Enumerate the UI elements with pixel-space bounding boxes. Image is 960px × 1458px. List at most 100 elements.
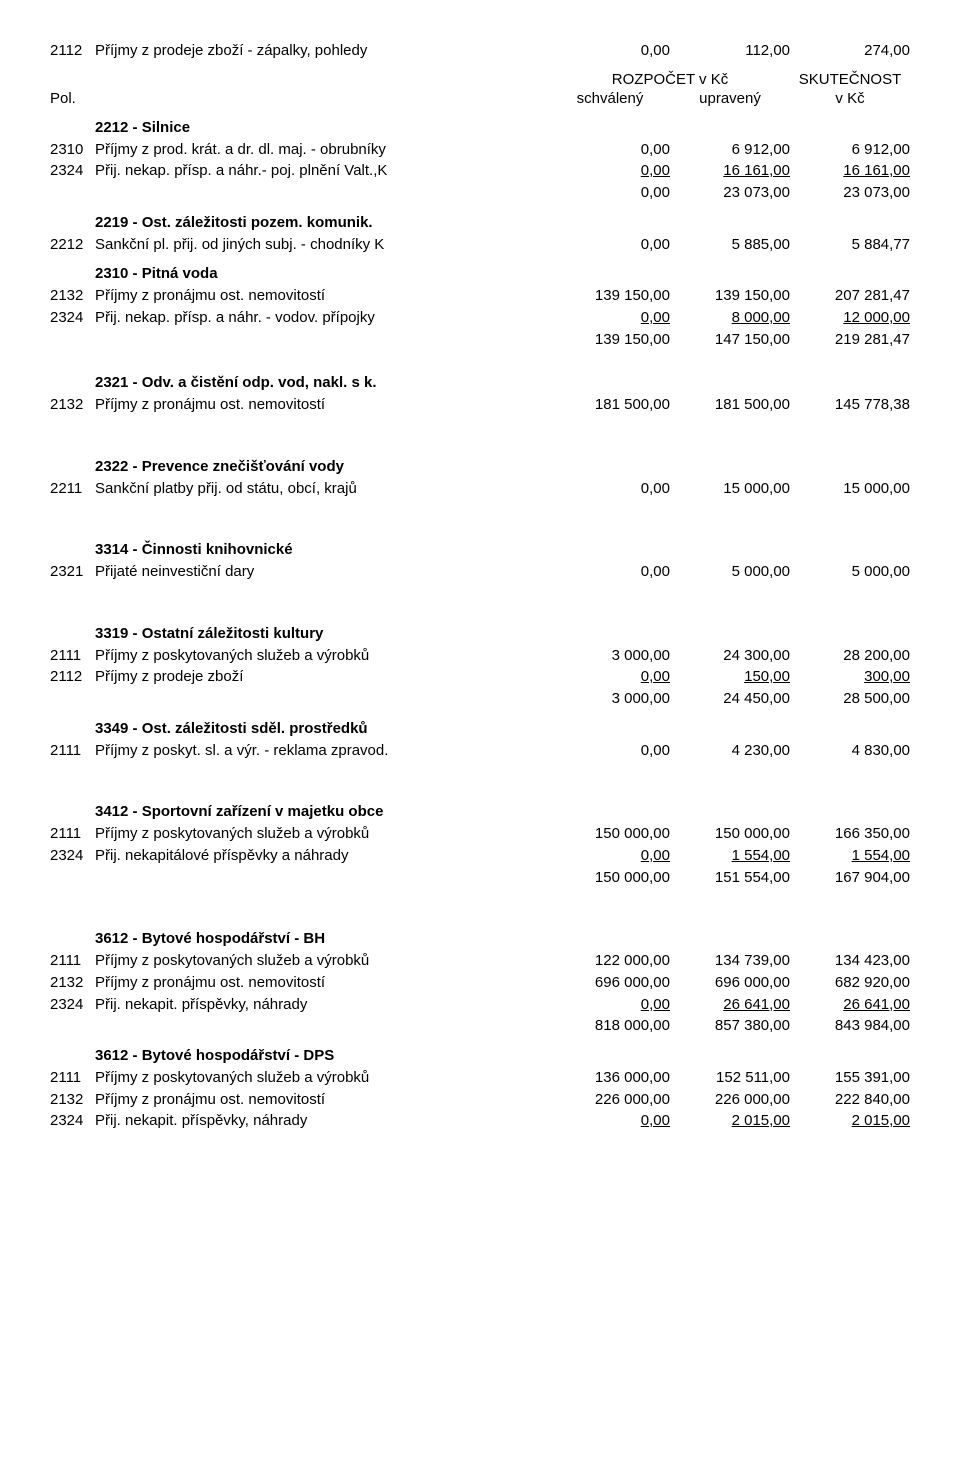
col-upraveny: 8 000,00 [670,307,790,329]
item-code: 2211 [50,478,95,500]
col-schvaleny: 0,00 [550,1110,670,1132]
header-vkc: v Kč [790,89,910,109]
table-subheader: Pol. schválený upravený v Kč [50,89,910,109]
col-skutecnost: 1 554,00 [790,845,910,867]
subtotal-row: 0,00 23 073,00 23 073,00 [50,182,910,204]
col-upraveny: 181 500,00 [670,394,790,416]
table-row: 2310 Příjmy z prod. krát. a dr. dl. maj.… [50,139,910,161]
item-code: 2324 [50,994,95,1016]
col-upraveny: 147 150,00 [670,329,790,351]
table-row: 2111 Příjmy z poskytovaných služeb a výr… [50,823,910,845]
section-2212: 2212 - Silnice [50,117,910,139]
col-skutecnost: 5 884,77 [790,234,910,256]
col-schvaleny: 0,00 [550,182,670,204]
table-row: 2111 Příjmy z poskytovaných služeb a výr… [50,1067,910,1089]
subtotal-row: 150 000,00 151 554,00 167 904,00 [50,867,910,889]
col-schvaleny: 3 000,00 [550,645,670,667]
col-upraveny: 1 554,00 [670,845,790,867]
col-schvaleny: 0,00 [550,561,670,583]
item-desc: Příjmy z pronájmu ost. nemovitostí [95,285,550,307]
col-schvaleny: 139 150,00 [550,285,670,307]
table-row: 2111 Příjmy z poskytovaných služeb a výr… [50,950,910,972]
col-schvaleny: 0,00 [550,234,670,256]
col-schvaleny: 0,00 [550,994,670,1016]
item-code: 2112 [50,666,95,688]
col-schvaleny: 0,00 [550,666,670,688]
item-desc: Přij. nekap. přísp. a náhr.- poj. plnění… [95,160,550,182]
col-skutecnost: 222 840,00 [790,1089,910,1111]
col-upraveny: 6 912,00 [670,139,790,161]
item-desc: Příjmy z poskyt. sl. a výr. - reklama zp… [95,740,550,762]
col-skutecnost: 207 281,47 [790,285,910,307]
col-upraveny: 134 739,00 [670,950,790,972]
col-upraveny: 24 300,00 [670,645,790,667]
col-upraveny: 24 450,00 [670,688,790,710]
col-upraveny: 696 000,00 [670,972,790,994]
col-skutecnost: 2 015,00 [790,1110,910,1132]
item-desc: Přij. nekapit. příspěvky, náhrady [95,1110,550,1132]
table-row: 2132 Příjmy z pronájmu ost. nemovitostí … [50,285,910,307]
section-3612-bh: 3612 - Bytové hospodářství - BH [50,928,910,950]
item-desc: Příjmy z poskytovaných služeb a výrobků [95,823,550,845]
item-desc: Příjmy z prod. krát. a dr. dl. maj. - ob… [95,139,550,161]
col-upraveny: 226 000,00 [670,1089,790,1111]
table-row: 2132 Příjmy z pronájmu ost. nemovitostí … [50,1089,910,1111]
section-title: 2212 - Silnice [95,117,190,139]
col-schvaleny: 0,00 [550,139,670,161]
table-row: 2111 Příjmy z poskyt. sl. a výr. - rekla… [50,740,910,762]
table-row: 2212 Sankční pl. přij. od jiných subj. -… [50,234,910,256]
section-2322: 2322 - Prevence znečišťování vody [50,456,910,478]
col-skutecnost: 23 073,00 [790,182,910,204]
table-header: ROZPOČET v Kč SKUTEČNOST [50,70,910,90]
col-skutecnost: 16 161,00 [790,160,910,182]
section-2219: 2219 - Ost. záležitosti pozem. komunik. [50,212,910,234]
section-2321: 2321 - Odv. a čistění odp. vod, nakl. s … [50,372,910,394]
item-desc: Přij. nekap. přísp. a náhr. - vodov. pří… [95,307,550,329]
col-skutecnost: 274,00 [790,40,910,62]
table-row: 2324 Přij. nekapit. příspěvky, náhrady 0… [50,994,910,1016]
col-upraveny: 15 000,00 [670,478,790,500]
col-skutecnost: 300,00 [790,666,910,688]
section-title: 2310 - Pitná voda [95,263,218,285]
item-code: 2132 [50,285,95,307]
item-code: 2112 [50,40,95,62]
col-schvaleny: 150 000,00 [550,823,670,845]
section-title: 2321 - Odv. a čistění odp. vod, nakl. s … [95,372,376,394]
section-3349: 3349 - Ost. záležitosti sděl. prostředků [50,718,910,740]
col-schvaleny: 150 000,00 [550,867,670,889]
col-schvaleny: 696 000,00 [550,972,670,994]
col-upraveny: 5 885,00 [670,234,790,256]
section-3412: 3412 - Sportovní zařízení v majetku obce [50,801,910,823]
subtotal-row: 818 000,00 857 380,00 843 984,00 [50,1015,910,1037]
section-title: 3314 - Činnosti knihovnické [95,539,293,561]
col-skutecnost: 167 904,00 [790,867,910,889]
item-desc: Příjmy z poskytovaných služeb a výrobků [95,1067,550,1089]
item-code: 2111 [50,950,95,972]
col-schvaleny: 226 000,00 [550,1089,670,1111]
item-desc: Příjmy z poskytovaných služeb a výrobků [95,950,550,972]
col-skutecnost: 5 000,00 [790,561,910,583]
col-upraveny: 2 015,00 [670,1110,790,1132]
col-schvaleny: 0,00 [550,478,670,500]
col-skutecnost: 843 984,00 [790,1015,910,1037]
header-upraveny: upravený [670,89,790,109]
item-code: 2324 [50,160,95,182]
item-code: 2132 [50,1089,95,1111]
item-code: 2212 [50,234,95,256]
col-upraveny: 4 230,00 [670,740,790,762]
section-title: 3612 - Bytové hospodářství - DPS [95,1045,334,1067]
section-title: 2219 - Ost. záležitosti pozem. komunik. [95,212,373,234]
table-row: 2211 Sankční platby přij. od státu, obcí… [50,478,910,500]
col-schvaleny: 818 000,00 [550,1015,670,1037]
table-row: 2112 Příjmy z prodeje zboží 0,00 150,00 … [50,666,910,688]
line-2112-top: 2112 Příjmy z prodeje zboží - zápalky, p… [50,40,910,62]
col-schvaleny: 0,00 [550,845,670,867]
col-schvaleny: 0,00 [550,40,670,62]
table-row: 2321 Přijaté neinvestiční dary 0,00 5 00… [50,561,910,583]
col-skutecnost: 166 350,00 [790,823,910,845]
col-schvaleny: 181 500,00 [550,394,670,416]
item-desc: Příjmy z poskytovaných služeb a výrobků [95,645,550,667]
table-row: 2132 Příjmy z pronájmu ost. nemovitostí … [50,394,910,416]
item-code: 2132 [50,972,95,994]
item-code: 2132 [50,394,95,416]
